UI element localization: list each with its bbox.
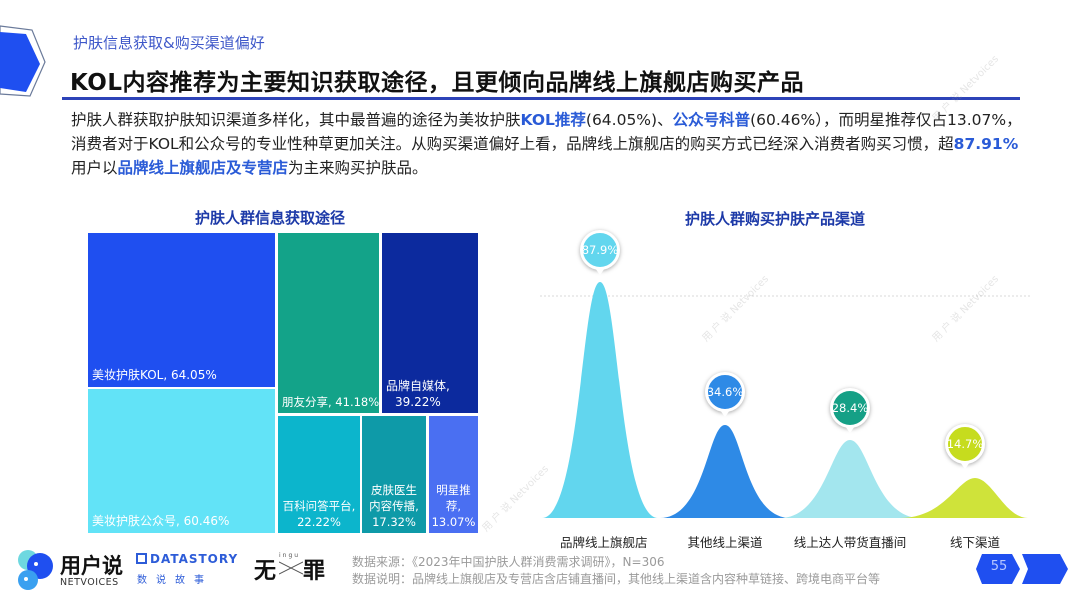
watermark-text: Netvoices	[958, 53, 1002, 97]
data-source: 数据来源：《2023年中国护肤人群消费需求调研》，N=306	[352, 555, 665, 569]
treemap-cell-label: 明星推 荐, 13.07%	[430, 482, 477, 530]
treemap-cell-official-account[interactable]: 美妆护肤公众号, 60.46%	[88, 389, 275, 533]
wuzui-logo-small: ingu	[279, 552, 301, 559]
label-line: 百科问答平台,	[282, 499, 356, 513]
treemap-cell-dermatologist[interactable]: 皮肤医生 内容传播, 17.32%	[362, 416, 426, 533]
bell-label-flagship: 品牌线上旗舰店	[560, 535, 648, 550]
bell-label-livestream: 线上达人带货直播间	[793, 535, 907, 550]
summary-paragraph: 护肤人群获取护肤知识渠道多样化，其中最普遍的途径为美妆护肤KOL推荐(64.05…	[71, 108, 1031, 180]
highlight-flagship-store: 品牌线上旗舰店及专营店	[117, 159, 289, 177]
summary-text: (60.46%），而明星推荐仅占13.07%，消费者对于KOL和公众号的专业性种…	[71, 111, 1022, 153]
label-line: 品牌自媒体,	[386, 379, 450, 393]
datastory-name-en: DATASTORY	[150, 552, 239, 566]
treemap-cell-label: 朋友分享, 41.18%	[282, 395, 380, 409]
brand-name-cn: 用户说	[60, 554, 123, 578]
data-note: 数据说明：品牌线上旗舰店及专营店含店铺直播间，其他线上渠道含内容种草链接、跨境电…	[352, 572, 881, 586]
wuzui-logo-part-a: 无	[254, 559, 277, 584]
label-line: 内容传播,	[369, 499, 419, 513]
page-number: 55	[990, 559, 1008, 574]
label-line: 皮肤医生	[371, 483, 417, 497]
next-page-button[interactable]	[1022, 555, 1066, 583]
label-line: 明星推	[436, 483, 471, 497]
bell-peak-other-online[interactable]	[660, 425, 790, 518]
treemap-cell-encyclopedia-qa[interactable]: 百科问答平台, 22.22%	[278, 416, 360, 533]
treemap-chart: 美妆护肤KOL, 64.05% 美妆护肤公众号, 60.46% 朋友分享, 41…	[88, 233, 478, 533]
section-label: 护肤信息获取&购买渠道偏好	[73, 34, 265, 52]
treemap-cell-label: 品牌自媒体, 39.22%	[386, 378, 450, 410]
treemap-cell-brand-media[interactable]: 品牌自媒体, 39.22%	[382, 233, 478, 413]
treemap-cell-label: 百科问答平台, 22.22%	[280, 498, 358, 530]
bell-label-other-online: 其他线上渠道	[687, 535, 763, 550]
bell-chart	[540, 282, 1030, 518]
treemap-cell-friend-share[interactable]: 朋友分享, 41.18%	[278, 233, 379, 413]
label-line: 荐,	[445, 499, 462, 513]
corner-hexagon-decoration	[0, 25, 46, 97]
value-bubble-flagship: 87.9%	[580, 230, 620, 275]
bell-label-offline: 线下渠道	[949, 535, 1000, 550]
bell-peak-flagship[interactable]	[542, 282, 658, 518]
treemap-cell-label: 美妆护肤KOL, 64.05%	[92, 368, 217, 382]
value-bubble-other-online: 34.6%	[705, 372, 745, 417]
brand-name-en: NETVOICES	[60, 577, 119, 588]
treemap-cell-label: 美妆护肤公众号, 60.46%	[92, 514, 230, 528]
bell-chart-title: 护肤人群购买护肤产品渠道	[685, 210, 866, 228]
highlight-percentage: 87.91%	[953, 135, 1019, 153]
highlight-kol: KOL推荐	[520, 111, 586, 129]
summary-text: (64.05%)、	[585, 111, 673, 129]
summary-text: 为主来购买护肤品。	[288, 159, 428, 177]
datastory-logo-icon	[136, 553, 147, 564]
page-title: KOL内容推荐为主要知识获取途径，且更倾向品牌线上旗舰店购买产品	[70, 70, 804, 96]
datastory-name-cn: 数说故事	[137, 575, 213, 586]
page-indicator-shape	[976, 554, 1068, 584]
label-line: 17.32%	[372, 515, 416, 529]
wuzui-logo-part-b: 罪	[303, 559, 326, 584]
summary-text: 用户以	[71, 159, 118, 177]
highlight-official-account: 公众号科普	[672, 111, 751, 129]
label-line: 13.07%	[431, 515, 476, 529]
treemap-cell-label: 皮肤医生 内容传播, 17.32%	[364, 482, 424, 530]
bell-peak-livestream[interactable]	[780, 440, 920, 518]
treemap-cell-celebrity[interactable]: 明星推 荐, 13.07%	[429, 416, 478, 533]
wuzui-cross-icon	[279, 561, 303, 575]
value-bubble-livestream: 28.4%	[830, 388, 870, 433]
title-underline	[62, 97, 1020, 100]
treemap-title: 护肤人群信息获取途径	[195, 209, 346, 227]
treemap-cell-kol[interactable]: 美妆护肤KOL, 64.05%	[88, 233, 275, 387]
label-line: 39.22%	[395, 395, 441, 409]
summary-text: 护肤人群获取护肤知识渠道多样化，其中最普遍的途径为美妆护肤	[71, 111, 521, 129]
netvoices-logo-icon	[18, 550, 53, 590]
watermark-text: 用 户 说	[480, 500, 515, 535]
label-line: 22.22%	[297, 515, 341, 529]
value-bubble-offline: 14.7%	[945, 424, 985, 469]
bell-peak-offline[interactable]	[900, 478, 1028, 518]
